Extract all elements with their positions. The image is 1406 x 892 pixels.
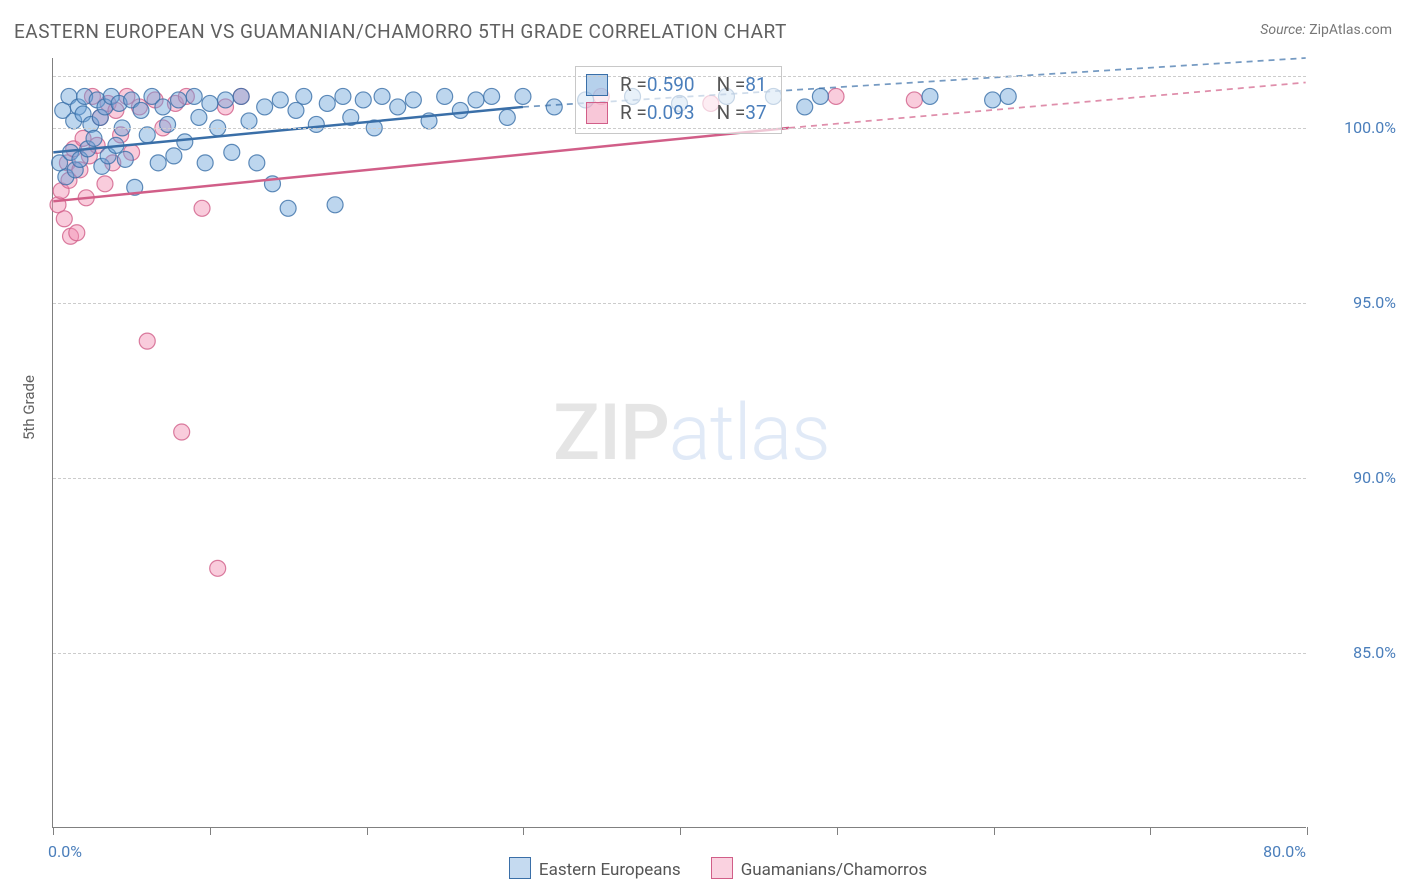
x-tick bbox=[523, 827, 524, 835]
legend-label-gc: Guamanians/Chamorros bbox=[741, 860, 927, 880]
data-point bbox=[56, 211, 72, 227]
data-point bbox=[233, 88, 249, 104]
data-point bbox=[186, 88, 202, 104]
data-point bbox=[139, 333, 155, 349]
data-point bbox=[296, 88, 312, 104]
swatch-ee bbox=[586, 74, 608, 96]
data-point bbox=[177, 134, 193, 150]
data-point bbox=[319, 95, 335, 111]
source-label: Source: bbox=[1260, 22, 1305, 38]
data-point bbox=[69, 225, 85, 241]
data-point bbox=[97, 176, 113, 192]
legend-swatch-gc bbox=[711, 857, 733, 879]
data-point bbox=[515, 88, 531, 104]
legend-bottom: Eastern Europeans Guamanians/Chamorros bbox=[0, 857, 1406, 880]
data-point bbox=[546, 99, 562, 115]
data-point bbox=[452, 102, 468, 118]
data-point bbox=[166, 148, 182, 164]
stats-r-value: 0.093 bbox=[647, 99, 695, 127]
data-point bbox=[257, 99, 273, 115]
data-point bbox=[499, 109, 515, 125]
legend-label-ee: Eastern Europeans bbox=[539, 860, 681, 880]
data-point bbox=[174, 424, 190, 440]
data-point bbox=[160, 116, 176, 132]
x-tick bbox=[837, 827, 838, 835]
gridline-h bbox=[53, 478, 1306, 479]
x-tick bbox=[1150, 827, 1151, 835]
plot-area: ZIPatlas R = 0.590N = 81R = 0.093N = 37 bbox=[52, 58, 1306, 828]
data-point bbox=[224, 144, 240, 160]
stats-n-label: N = bbox=[717, 99, 746, 127]
data-point bbox=[1000, 88, 1016, 104]
chart-title: EASTERN EUROPEAN VS GUAMANIAN/CHAMORRO 5… bbox=[14, 20, 787, 43]
y-axis-label: 5th Grade bbox=[20, 375, 38, 440]
y-tick-label: 95.0% bbox=[1316, 293, 1396, 312]
y-tick-label: 85.0% bbox=[1316, 643, 1396, 662]
data-point bbox=[374, 88, 390, 104]
data-point bbox=[249, 155, 265, 171]
source-credit: Source: ZipAtlas.com bbox=[1260, 22, 1392, 38]
data-point bbox=[241, 113, 257, 129]
data-point bbox=[197, 155, 213, 171]
x-tick-label: 0.0% bbox=[48, 842, 82, 861]
swatch-gc bbox=[586, 102, 608, 124]
data-point bbox=[280, 200, 296, 216]
data-point bbox=[202, 95, 218, 111]
data-point bbox=[308, 116, 324, 132]
x-tick bbox=[367, 827, 368, 835]
data-point bbox=[484, 88, 500, 104]
data-point bbox=[922, 88, 938, 104]
x-tick-label: 80.0% bbox=[1263, 842, 1306, 861]
data-point bbox=[468, 92, 484, 108]
stats-r-label: R = bbox=[620, 99, 647, 127]
trend-line-dash-gc bbox=[789, 82, 1306, 127]
data-point bbox=[155, 99, 171, 115]
data-point bbox=[117, 151, 133, 167]
data-point bbox=[288, 102, 304, 118]
gridline-h bbox=[53, 76, 1306, 77]
data-point bbox=[390, 99, 406, 115]
x-tick bbox=[680, 827, 681, 835]
data-point bbox=[194, 200, 210, 216]
gridline-h bbox=[53, 303, 1306, 304]
x-tick bbox=[994, 827, 995, 835]
data-point bbox=[437, 88, 453, 104]
data-point bbox=[150, 155, 166, 171]
data-point bbox=[405, 92, 421, 108]
y-tick-label: 100.0% bbox=[1316, 118, 1396, 137]
stats-row-gc: R = 0.093 N = 37 bbox=[586, 99, 767, 127]
data-point bbox=[327, 197, 343, 213]
stats-n-value: 37 bbox=[745, 99, 766, 127]
data-point bbox=[828, 88, 844, 104]
x-tick bbox=[1307, 827, 1308, 835]
data-point bbox=[797, 99, 813, 115]
y-tick-label: 90.0% bbox=[1316, 468, 1396, 487]
data-point bbox=[812, 88, 828, 104]
data-point bbox=[355, 92, 371, 108]
data-point bbox=[86, 130, 102, 146]
chart-svg bbox=[53, 58, 1306, 827]
legend-swatch-ee bbox=[509, 857, 531, 879]
data-point bbox=[272, 92, 288, 108]
x-tick bbox=[210, 827, 211, 835]
source-value: ZipAtlas.com bbox=[1309, 22, 1392, 38]
data-point bbox=[210, 560, 226, 576]
data-point bbox=[906, 92, 922, 108]
gridline-h bbox=[53, 653, 1306, 654]
data-point bbox=[171, 92, 187, 108]
data-point bbox=[335, 88, 351, 104]
series-gc bbox=[50, 88, 922, 576]
data-point bbox=[139, 127, 155, 143]
x-tick bbox=[53, 827, 54, 835]
data-point bbox=[191, 109, 207, 125]
data-point bbox=[133, 102, 149, 118]
data-point bbox=[985, 92, 1001, 108]
data-point bbox=[218, 92, 234, 108]
gridline-h bbox=[53, 128, 1306, 129]
